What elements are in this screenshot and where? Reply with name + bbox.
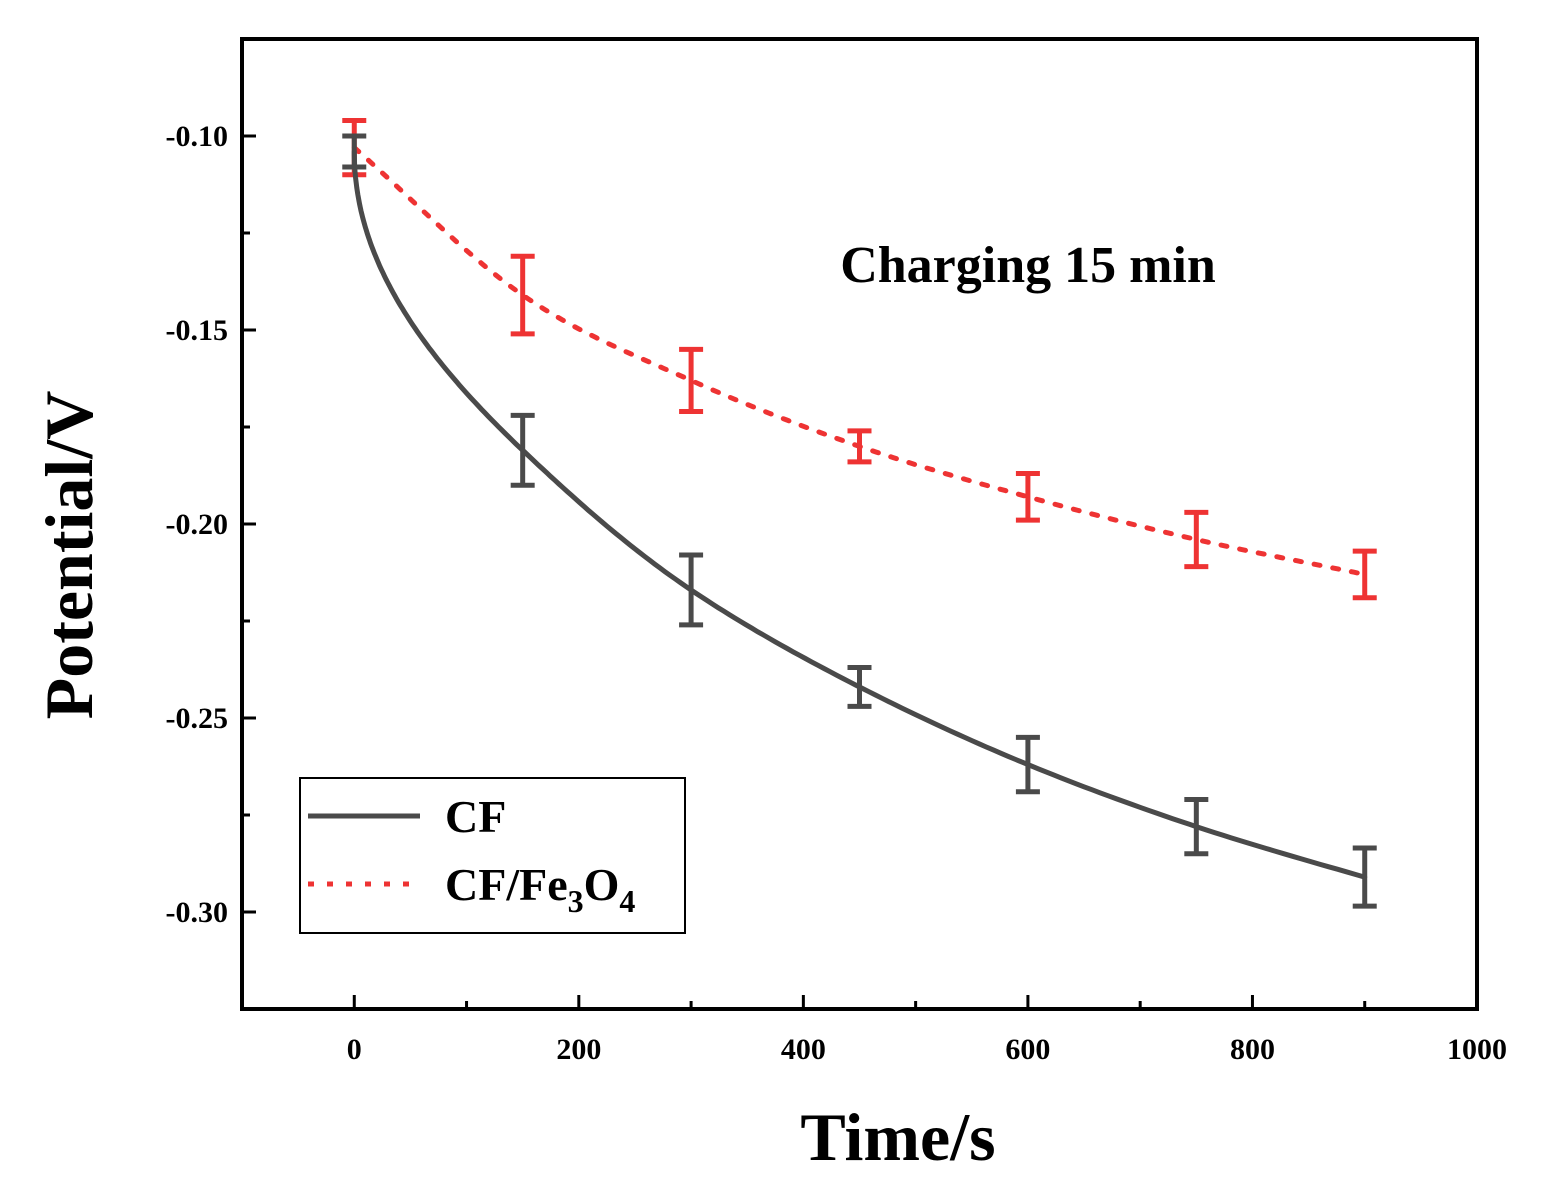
x-axis-ticks: 0 200 400 600 800 1000 (347, 995, 1507, 1066)
error-bar (1352, 548, 1377, 601)
error-bar (1352, 845, 1377, 909)
error-bar (679, 346, 704, 414)
legend-label-subscript-3: 3 (568, 883, 584, 919)
error-bar (510, 253, 535, 337)
x-axis-title: Time/s (800, 1099, 995, 1175)
y-tick-label: -0.20 (166, 508, 229, 541)
chart-annotation: Charging 15 min (840, 237, 1216, 294)
x-tick-label: 0 (347, 1033, 362, 1066)
legend: CF CF/Fe3O4 (299, 777, 686, 934)
y-axis-title: Potential/V (31, 391, 107, 720)
series-cf-fe3o4 (342, 117, 1377, 601)
y-axis-ticks: -0.10 -0.15 -0.20 -0.25 -0.30 (166, 120, 256, 1011)
y-tick-label: -0.15 (166, 314, 229, 347)
error-bar (1015, 734, 1040, 795)
error-bar (847, 665, 872, 709)
error-bar (1184, 796, 1209, 857)
series-cf (342, 133, 1377, 909)
legend-label-subscript-4: 4 (619, 883, 635, 919)
error-bar (342, 133, 367, 170)
series-layer (342, 117, 1377, 909)
legend-label-cf-fe3o4: CF/Fe3O4 (445, 859, 635, 919)
x-tick-label: 800 (1230, 1033, 1275, 1066)
legend-box (299, 777, 686, 934)
x-tick-label: 400 (781, 1033, 826, 1066)
legend-label-cf: CF (445, 791, 506, 842)
error-bar (1015, 471, 1040, 523)
error-bar (510, 412, 535, 488)
x-tick-label: 1000 (1447, 1033, 1507, 1066)
error-bar (847, 428, 872, 465)
y-tick-label: -0.25 (166, 702, 229, 735)
legend-label-main: CF/Fe (445, 859, 568, 910)
error-bar (679, 552, 704, 628)
x-tick-label: 600 (1005, 1033, 1050, 1066)
y-tick-label: -0.30 (166, 896, 229, 929)
y-tick-label: -0.10 (166, 120, 229, 153)
x-tick-label: 200 (556, 1033, 601, 1066)
series-line (351, 149, 1368, 880)
error-bar (1184, 509, 1209, 570)
legend-label-oxygen: O (584, 859, 620, 910)
